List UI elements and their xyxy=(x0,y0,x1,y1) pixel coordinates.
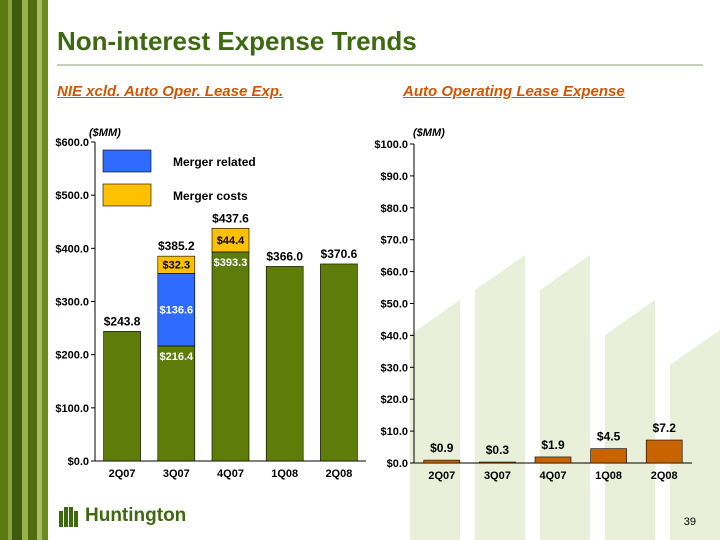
bar-merger-related-3q07 xyxy=(157,273,196,347)
y-tick-label: $100.0 xyxy=(55,403,89,415)
bar-core-4q07 xyxy=(211,251,250,462)
bar-core-2q07 xyxy=(103,331,141,462)
total-label: $370.6 xyxy=(321,247,358,261)
y-tick-label: $500.0 xyxy=(55,190,89,202)
page-number: 39 xyxy=(683,516,696,528)
total-label: $243.8 xyxy=(104,314,141,328)
huntington-logo-icon xyxy=(59,507,78,527)
bar-2q07 xyxy=(423,459,461,464)
segment-label: $32.3 xyxy=(163,260,191,272)
x-tick-label: 2Q08 xyxy=(651,470,678,482)
total-label: $366.0 xyxy=(266,249,303,263)
bar-4q07 xyxy=(534,456,572,464)
huntington-logo: Huntington xyxy=(58,505,186,527)
legend-label: Merger costs xyxy=(173,189,248,203)
y-tick-label: $80.0 xyxy=(380,203,408,215)
x-tick-label: 2Q07 xyxy=(109,468,136,480)
right-chart-title: Auto Operating Lease Expense xyxy=(403,83,625,100)
x-tick-label: 4Q07 xyxy=(217,468,244,480)
y-tick-label: $0.0 xyxy=(387,458,408,470)
x-tick-label: 3Q07 xyxy=(163,468,190,480)
logo-text: Huntington xyxy=(85,505,187,526)
value-label: $7.2 xyxy=(653,421,677,435)
left-chart-title: NIE xcld. Auto Oper. Lease Exp. xyxy=(57,83,284,100)
page-title: Non-interest Expense Trends xyxy=(57,26,417,56)
units-label: ($MM) xyxy=(89,127,121,139)
segment-label: $44.4 xyxy=(217,235,245,247)
value-label: $0.3 xyxy=(486,443,510,457)
nie-stacked-bar-chart: $0.0 $100.0 $200.0 $300.0 $400.0 $500.0 $600.0… xyxy=(55,127,366,480)
x-tick-label: 1Q08 xyxy=(595,470,622,482)
bar-2q08 xyxy=(645,439,683,464)
value-label: $4.5 xyxy=(597,430,621,444)
x-tick-label: 2Q07 xyxy=(428,470,455,482)
y-tick-label: $60.0 xyxy=(380,267,408,279)
total-label: $437.6 xyxy=(212,211,249,225)
value-label: $1.9 xyxy=(541,438,565,452)
auto-lease-bar-chart: $0.0 $10.0 $20.0 $30.0 $40.0 $50.0 $60.0 $70.0 $… xyxy=(374,127,692,482)
legend-label: Merger related xyxy=(173,155,256,169)
y-tick-label: $300.0 xyxy=(55,297,89,309)
x-tick-label: 1Q08 xyxy=(271,468,298,480)
bar-3q07 xyxy=(479,461,516,464)
y-tick-label: $100.0 xyxy=(374,139,408,151)
bar-core-3q07 xyxy=(157,345,196,462)
bar-merger-costs-4q07 xyxy=(211,227,250,253)
segment-label: $216.4 xyxy=(159,351,194,363)
y-tick-label: $40.0 xyxy=(380,330,408,342)
legend-swatch xyxy=(102,149,152,173)
decorative-sidebar xyxy=(0,0,48,540)
y-tick-label: $10.0 xyxy=(380,426,408,438)
units-label: ($MM) xyxy=(413,127,445,139)
y-tick-label: $400.0 xyxy=(55,243,89,255)
x-tick-label: 3Q07 xyxy=(484,470,511,482)
bar-1q08 xyxy=(590,448,627,464)
bar-merger-costs-3q07 xyxy=(157,255,196,274)
segment-label: $136.6 xyxy=(159,305,193,317)
x-tick-label: 4Q07 xyxy=(540,470,567,482)
y-tick-label: $600.0 xyxy=(55,137,89,149)
y-tick-label: $30.0 xyxy=(380,362,408,374)
y-tick-label: $0.0 xyxy=(68,456,89,468)
bar-core-2q08 xyxy=(320,263,358,462)
y-tick-label: $70.0 xyxy=(380,235,408,247)
y-tick-label: $200.0 xyxy=(55,350,89,362)
bar-core-1q08 xyxy=(265,266,304,462)
segment-label: $393.3 xyxy=(214,257,248,269)
y-tick-label: $20.0 xyxy=(380,394,408,406)
x-tick-label: 2Q08 xyxy=(325,468,352,480)
background-watermark xyxy=(410,255,720,540)
total-label: $385.2 xyxy=(158,239,195,253)
y-tick-label: $50.0 xyxy=(380,299,408,311)
y-tick-label: $90.0 xyxy=(380,171,408,183)
value-label: $0.9 xyxy=(430,441,454,455)
legend-swatch xyxy=(102,183,152,207)
title-divider xyxy=(57,64,703,66)
